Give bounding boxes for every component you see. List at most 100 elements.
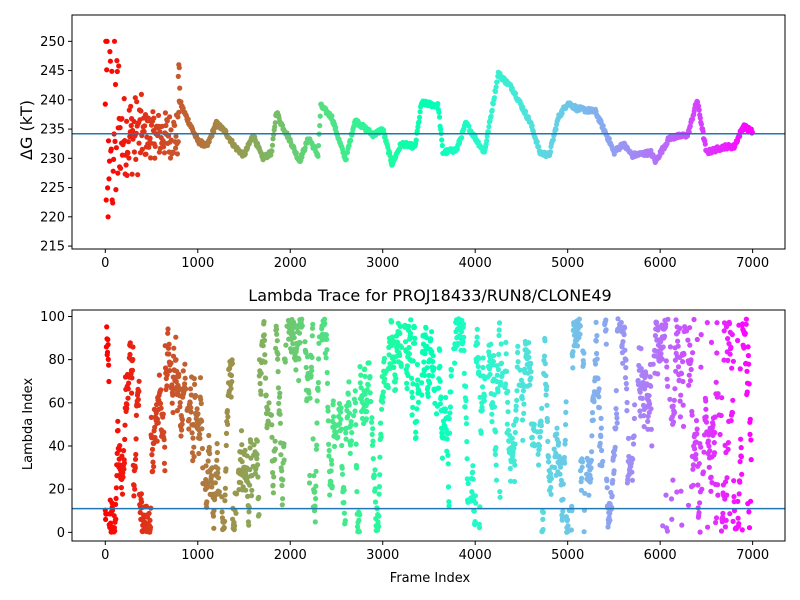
lambda-point: [106, 378, 112, 385]
lambda-point: [737, 366, 743, 372]
lambda-point: [276, 394, 283, 400]
lambda-point: [747, 416, 753, 422]
lambda-point: [543, 392, 549, 398]
lambda-point: [122, 436, 128, 442]
lambda-point: [658, 339, 664, 345]
lambda-point: [731, 494, 737, 500]
lambda-point: [628, 460, 634, 466]
lambda-point: [362, 391, 368, 397]
lambda-point: [210, 513, 217, 519]
lambda-point: [624, 386, 630, 392]
lambda-point: [424, 335, 430, 341]
lambda-point: [565, 523, 571, 529]
lambda-point: [156, 372, 162, 378]
delta-g-point: [116, 63, 122, 69]
lambda-point: [680, 423, 687, 429]
lambda-point: [675, 343, 681, 349]
lambda-point: [303, 364, 309, 371]
delta-g-point: [111, 38, 118, 44]
lambda-point: [463, 383, 469, 389]
lambda-point: [463, 415, 469, 421]
lambda-point: [428, 336, 434, 342]
lambda-point: [690, 482, 696, 488]
lambda-point: [270, 482, 276, 488]
lambda-point: [389, 319, 395, 325]
lambda-point: [581, 529, 587, 535]
lambda-point: [271, 474, 277, 480]
lambda-point: [256, 511, 262, 518]
lambda-point: [188, 409, 194, 415]
lambda-point: [121, 460, 127, 466]
delta-g-point: [488, 113, 494, 119]
lambda-point: [296, 377, 302, 384]
delta-g-point: [490, 101, 496, 107]
lambda-point: [607, 517, 613, 523]
lambda-point: [437, 401, 443, 407]
lambda-point: [410, 404, 416, 410]
lambda-point: [648, 406, 654, 412]
lambda-point: [341, 487, 347, 493]
lambda-point: [479, 407, 485, 413]
lambda-point: [671, 397, 677, 403]
lambda-point: [726, 321, 733, 327]
lambda-point: [242, 447, 248, 453]
lambda-point: [357, 511, 363, 518]
lambda-point: [491, 353, 497, 359]
lambda-point: [113, 516, 119, 522]
lambda-point: [425, 384, 431, 390]
lambda-point: [678, 371, 685, 377]
lambda-point: [272, 456, 278, 463]
delta-g-point: [229, 137, 235, 143]
lambda-point: [705, 524, 711, 530]
lambda-point: [254, 451, 260, 458]
lambda-point: [239, 442, 245, 448]
lambda-point: [706, 464, 712, 470]
lambda-point: [393, 375, 399, 381]
lambda-point: [311, 473, 317, 479]
y-tick-label: 225: [40, 181, 65, 196]
lambda-point: [370, 456, 376, 462]
lambda-point: [151, 464, 157, 470]
lambda-y-label: Lambda Index: [21, 378, 36, 471]
lambda-point: [577, 323, 583, 329]
lambda-point: [404, 380, 410, 386]
lambda-point: [199, 418, 205, 424]
lambda-point: [362, 373, 368, 379]
lambda-point: [675, 338, 681, 344]
lambda-point: [212, 497, 218, 503]
lambda-point: [493, 462, 499, 468]
lambda-point: [697, 529, 703, 535]
lambda-point: [247, 445, 253, 451]
lambda-point: [324, 380, 331, 386]
lambda-point: [727, 351, 733, 357]
lambda-point: [446, 503, 452, 509]
delta-g-point: [107, 58, 113, 64]
delta-g-point: [167, 114, 173, 120]
x-tick-label: 2000: [274, 256, 307, 271]
lambda-point: [664, 376, 670, 382]
lambda-point: [121, 466, 127, 472]
delta-g-point: [461, 126, 467, 132]
lambda-point: [445, 461, 451, 467]
lambda-point: [125, 395, 131, 401]
lambda-point: [598, 415, 604, 421]
lambda-point: [416, 388, 422, 394]
lambda-point: [313, 446, 319, 452]
lambda-point: [358, 385, 364, 391]
lambda-point: [424, 343, 430, 349]
delta-g-point: [168, 127, 174, 133]
lambda-point: [423, 325, 429, 331]
lambda-point: [680, 402, 686, 408]
lambda-point: [629, 469, 635, 475]
lambda-point: [719, 395, 725, 401]
lambda-point: [356, 529, 362, 535]
lambda-point: [447, 410, 453, 416]
delta-g-point: [119, 116, 125, 122]
lambda-point: [279, 482, 285, 489]
lambda-point: [592, 361, 599, 367]
lambda-point: [354, 489, 360, 495]
delta-g-point: [737, 133, 743, 139]
lambda-point: [106, 362, 112, 368]
lambda-point: [244, 453, 250, 459]
lambda-point: [647, 401, 653, 407]
